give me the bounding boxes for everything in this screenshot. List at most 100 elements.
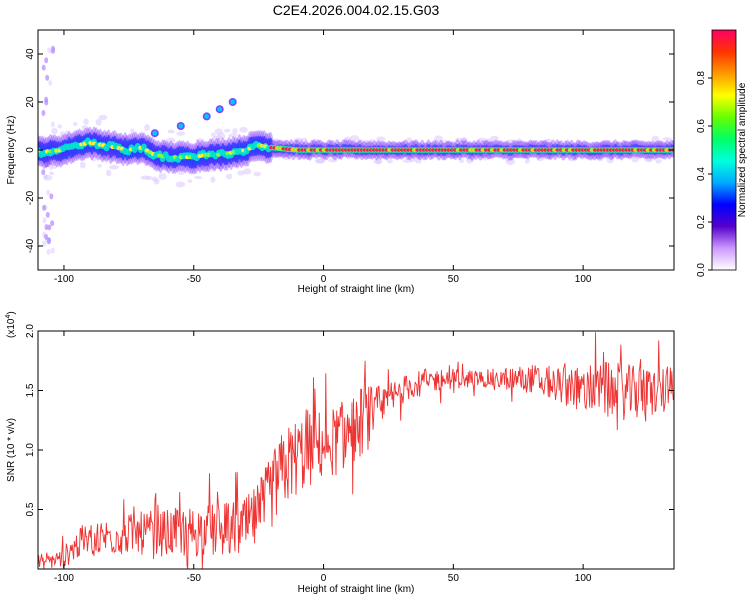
heatmap-cell	[214, 128, 223, 135]
heatmap-cell	[295, 154, 303, 161]
heatmap-cell	[544, 138, 553, 146]
heatmap-cell	[41, 64, 46, 71]
heatmap-cell	[49, 171, 55, 176]
y-tick-label: 20	[25, 96, 36, 108]
snr-x-ticks: -100 -50 0 50 100	[54, 331, 592, 584]
heatmap-cell	[50, 220, 55, 227]
heatmap-cell	[50, 121, 55, 128]
heatmap-cell	[140, 143, 147, 151]
heatmap-cell	[218, 166, 223, 171]
heatmap-cell	[602, 152, 610, 157]
heatmap-cell	[211, 132, 216, 138]
heatmap-cell	[239, 126, 248, 133]
snr-y-exponent: (x104)	[5, 311, 17, 338]
heatmap-cell	[175, 181, 186, 188]
heatmap-cell	[485, 153, 492, 160]
x-tick-label: -100	[54, 573, 74, 584]
heatmap-cell	[44, 99, 49, 106]
heatmap-cell	[177, 168, 185, 176]
heatmap-cell	[272, 138, 280, 144]
heatmap-cell	[253, 171, 262, 177]
colorbar-tick-label: 0.2	[696, 215, 707, 229]
snr-panel: -100 -50 0 50 100 0.5 1.0 1.5 2.0 Height of str…	[5, 311, 675, 595]
heatmap-cell	[369, 138, 375, 143]
heatmap-cell	[49, 193, 54, 200]
heatmap-cell	[200, 165, 205, 171]
heatmap-cell	[521, 153, 527, 157]
heatmap-cell	[507, 139, 516, 143]
heatmap-cell	[237, 170, 245, 176]
heatmap-cell	[373, 160, 383, 164]
figure-title: C2E4.2026.004.02.15.G03	[273, 2, 440, 18]
heatmap-cell	[294, 137, 303, 143]
heatmap-cell	[314, 158, 325, 164]
heatmap-cell	[461, 137, 467, 144]
colorbar-ticks: 0.0 0.2 0.4 0.6 0.8	[696, 71, 712, 277]
heatmap-cell	[187, 179, 193, 183]
heatmap-cell	[95, 118, 102, 126]
y-tick-label: -20	[25, 190, 36, 205]
heatmap-cell	[328, 157, 338, 163]
heatmap-cell	[83, 118, 89, 125]
heatmap-cell	[45, 74, 50, 81]
heatmap-cell	[57, 124, 63, 129]
heatmap-cell	[536, 156, 544, 162]
heatmap-cell	[41, 169, 46, 176]
heatmap-spur-core	[152, 130, 158, 136]
heatmap-cell	[505, 158, 515, 166]
heatmap-cell	[42, 240, 47, 247]
heatmap-cell	[511, 152, 520, 158]
heatmap-cell	[438, 139, 449, 145]
heatmap-spur-core	[178, 123, 184, 129]
heatmap-cell	[194, 176, 203, 180]
heatmap-cell	[97, 164, 102, 168]
heatmap-cell	[45, 211, 50, 218]
heatmap-cell	[176, 131, 186, 136]
heatmap-panel: -100 -50 0 50 100 -40 -20 0 20 40 Height of stra…	[6, 29, 675, 295]
heatmap-cell	[223, 128, 231, 133]
heatmap-cell	[130, 128, 135, 135]
heatmap-cell	[195, 138, 205, 142]
colorbar-label: Normalized spectral amplitude	[737, 82, 748, 217]
heatmap-cell	[47, 224, 52, 231]
snr-exp-power: 4	[5, 315, 12, 319]
heatmap-cell	[228, 133, 238, 138]
y-tick-label: 1.0	[25, 443, 36, 457]
heatmap-cell	[98, 114, 108, 121]
y-tick-label: 0.5	[25, 502, 36, 516]
heatmap-cell	[51, 127, 58, 135]
y-tick-label: 0	[25, 147, 36, 153]
heatmap-cell	[627, 140, 638, 146]
heatmap-cell	[505, 141, 515, 145]
x-tick-label: 0	[321, 573, 327, 584]
heatmap-cell	[356, 140, 366, 144]
y-tick-label: 40	[25, 48, 36, 60]
colorbar-tick-label: 0.4	[696, 167, 707, 181]
x-tick-label: 50	[448, 274, 460, 285]
snr-x-label: Height of straight line (km)	[298, 584, 415, 595]
heatmap-cell	[484, 138, 493, 146]
heatmap-cell	[100, 156, 110, 160]
heatmap-cell	[44, 233, 49, 240]
y-tick-label: -40	[25, 238, 36, 253]
colorbar-tick-label: 0.6	[696, 119, 707, 133]
heatmap-cell	[387, 159, 393, 164]
heatmap-cell	[243, 168, 252, 175]
x-tick-label: 50	[448, 573, 460, 584]
heatmap-cell	[300, 137, 308, 141]
heatmap-cell	[275, 153, 284, 157]
snr-y-ticks: 0.5 1.0 1.5 2.0	[25, 324, 674, 516]
heatmap-cell	[631, 156, 639, 163]
heatmap-cell	[406, 137, 413, 145]
heatmap-cell	[467, 142, 478, 146]
heatmap-cell	[283, 154, 290, 160]
heatmap-cell	[349, 135, 360, 142]
heatmap-cell	[81, 125, 89, 131]
heatmap-marks	[38, 45, 674, 255]
heatmap-cell	[363, 140, 372, 145]
heatmap-cell	[402, 159, 413, 163]
heatmap-cell	[466, 157, 474, 164]
heatmap-cell	[151, 176, 158, 182]
snr-series-line	[38, 332, 674, 569]
